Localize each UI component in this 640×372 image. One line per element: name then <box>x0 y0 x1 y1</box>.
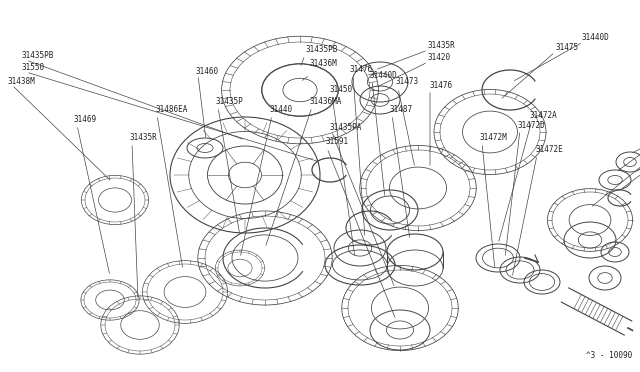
Text: 31436M: 31436M <box>310 58 338 67</box>
Text: 31440D: 31440D <box>370 71 397 80</box>
Text: 31591: 31591 <box>325 138 348 147</box>
Text: 31472E: 31472E <box>535 145 563 154</box>
Text: 31435PB: 31435PB <box>305 45 337 55</box>
Text: 31476: 31476 <box>430 80 453 90</box>
Text: 31435R: 31435R <box>130 134 157 142</box>
Text: 31435PA: 31435PA <box>330 124 362 132</box>
Text: 31476: 31476 <box>350 65 373 74</box>
Text: 31550: 31550 <box>22 64 45 73</box>
Text: 31486EA: 31486EA <box>155 106 188 115</box>
Text: 31436MA: 31436MA <box>310 97 342 106</box>
Text: 31469: 31469 <box>74 115 97 125</box>
Text: 31438M: 31438M <box>8 77 36 87</box>
Text: 31435P: 31435P <box>215 97 243 106</box>
Text: 31440D: 31440D <box>582 33 610 42</box>
Text: 31435R: 31435R <box>428 41 456 49</box>
Text: 31420: 31420 <box>428 52 451 61</box>
Text: 31475: 31475 <box>555 44 578 52</box>
Text: 31472M: 31472M <box>480 134 508 142</box>
Text: 31460: 31460 <box>195 67 218 77</box>
Text: 31472D: 31472D <box>518 121 546 129</box>
Text: 31472A: 31472A <box>530 110 557 119</box>
Text: 31473: 31473 <box>395 77 418 87</box>
Text: 31440: 31440 <box>270 106 293 115</box>
Text: 31450: 31450 <box>330 86 353 94</box>
Text: ^3 - 10090: ^3 - 10090 <box>586 351 632 360</box>
Text: 31435PB: 31435PB <box>22 51 54 60</box>
Text: 31487: 31487 <box>390 106 413 115</box>
